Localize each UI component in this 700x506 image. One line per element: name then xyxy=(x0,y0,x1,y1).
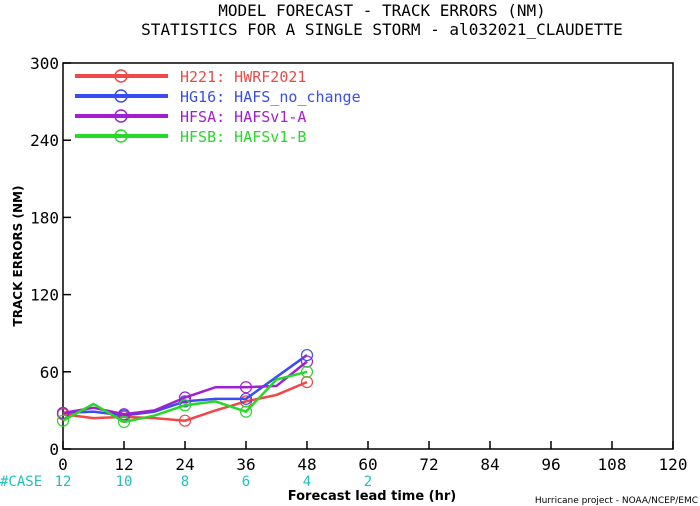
x-tick-label: 96 xyxy=(541,455,560,474)
x-tick-label: 108 xyxy=(598,455,627,474)
data-point xyxy=(300,365,314,378)
legend-label: HFSA: HAFSv1-A xyxy=(180,108,306,126)
legend-item: HG16: HAFS_no_change xyxy=(75,88,361,106)
data-point xyxy=(178,414,192,427)
legend-label: HFSB: HAFSv1-B xyxy=(180,128,306,146)
x-tick-label: 48 xyxy=(297,455,316,474)
data-point xyxy=(117,408,131,421)
y-tick-label: 120 xyxy=(30,286,59,305)
x-tick-label: 60 xyxy=(358,455,377,474)
x-tick-label: 84 xyxy=(480,455,499,474)
data-point xyxy=(300,375,314,389)
data-point xyxy=(178,399,192,412)
series-line xyxy=(62,354,308,417)
case-count: 8 xyxy=(181,474,189,490)
legend-label: HG16: HAFS_no_change xyxy=(180,88,361,106)
x-tick-label: 72 xyxy=(419,455,438,474)
plot-frame xyxy=(62,62,674,450)
x-tick-label: 12 xyxy=(114,455,133,474)
y-tick-label: 240 xyxy=(30,131,59,150)
footer-credit: Hurricane project - NOAA/NCEP/EMC xyxy=(535,496,698,506)
case-count: 6 xyxy=(242,474,250,490)
legend-item: HFSA: HAFSv1-A xyxy=(75,108,306,126)
x-axis-label: Forecast lead time (hr) xyxy=(288,489,456,504)
case-count: 4 xyxy=(303,474,311,490)
chart-title: MODEL FORECAST - TRACK ERRORS (NM) xyxy=(218,1,546,20)
series-3 xyxy=(56,365,314,429)
data-point xyxy=(56,414,70,427)
x-tick-label: 24 xyxy=(175,455,194,474)
legend-label: H221: HWRF2021 xyxy=(180,68,306,86)
x-tick-label: 120 xyxy=(659,455,688,474)
data-point xyxy=(56,406,70,420)
chart-subtitle: STATISTICS FOR A SINGLE STORM - al032021… xyxy=(141,20,623,39)
y-tick-label: 300 xyxy=(30,54,59,73)
data-point xyxy=(239,381,253,394)
case-count: 10 xyxy=(116,474,133,490)
data-point xyxy=(178,395,192,408)
x-tick-label: 0 xyxy=(58,455,68,474)
data-point xyxy=(300,355,314,368)
y-axis-label: TRACK ERRORS (NM) xyxy=(11,186,25,327)
legend-marker xyxy=(114,89,128,103)
case-count: 12 xyxy=(55,474,72,490)
series-line xyxy=(62,370,308,424)
x-tick-label: 36 xyxy=(236,455,255,474)
data-point xyxy=(117,415,131,429)
y-tick-label: 180 xyxy=(30,208,59,227)
case-count: 2 xyxy=(364,474,372,490)
legend-item: HFSB: HAFSv1-B xyxy=(75,128,306,146)
y-tick-label: 0 xyxy=(49,440,59,459)
legend-marker xyxy=(114,129,128,143)
case-count-label: #CASE xyxy=(0,474,42,490)
data-point xyxy=(178,391,192,404)
legend-marker xyxy=(114,69,128,83)
data-point xyxy=(239,405,253,418)
y-tick-label: 60 xyxy=(40,363,59,382)
data-point xyxy=(300,348,314,362)
legend-item: H221: HWRF2021 xyxy=(75,68,306,86)
legend-marker xyxy=(114,109,128,123)
series-line xyxy=(62,380,308,422)
